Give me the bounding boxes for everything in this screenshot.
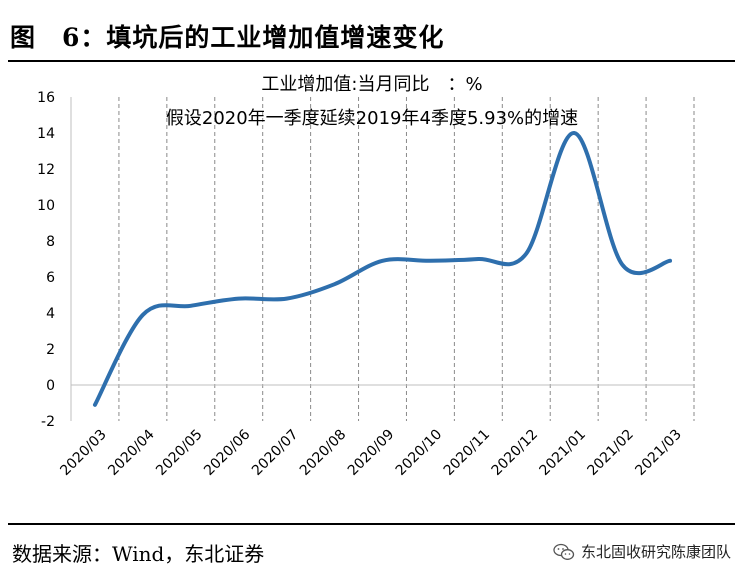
figure-title: 图 6：填坑后的工业增加值增速变化	[10, 23, 445, 52]
wechat-icon	[553, 543, 575, 560]
y-tick-label: 10	[37, 198, 55, 214]
x-tick-label: 2020/10	[393, 427, 445, 479]
y-tick-label: 14	[37, 126, 55, 142]
y-tick-label: 0	[46, 378, 55, 394]
x-tick-label: 2021/03	[632, 427, 684, 479]
y-tick-label: 12	[37, 162, 55, 178]
y-tick-labels: -2 0 2 4 6 8 10 12 14 16	[37, 90, 55, 430]
y-tick-label: 8	[46, 234, 55, 250]
watermark: 东北固收研究陈康团队	[553, 541, 731, 562]
data-source: 数据来源：Wind，东北证券	[12, 542, 265, 566]
y-tick-label: -2	[41, 414, 55, 430]
x-tick-label: 2020/05	[153, 427, 205, 479]
bottom-rule	[8, 523, 735, 525]
x-tick-label: 2020/07	[249, 427, 301, 479]
x-tick-label: 2020/04	[105, 426, 158, 479]
x-tick-label: 2020/12	[489, 427, 541, 479]
x-tick-label: 2020/09	[345, 427, 397, 479]
chart-annotation-assumption: 假设2020年一季度延续2019年4季度5.93%的增速	[166, 108, 578, 129]
y-tick-label: 6	[46, 270, 55, 286]
x-tick-label: 2020/06	[201, 426, 254, 479]
x-tick-labels: 2020/032020/042020/052020/062020/072020/…	[57, 426, 685, 479]
watermark-text: 东北固收研究陈康团队	[580, 543, 731, 561]
grid-lines	[118, 97, 695, 421]
axes	[70, 97, 694, 421]
chart-annotation-unit: 工业增加值:当月同比 ：%	[261, 74, 482, 95]
y-tick-label: 16	[37, 90, 55, 106]
x-tick-label: 2020/08	[297, 427, 349, 479]
x-tick-label: 2021/01	[537, 427, 589, 479]
x-tick-label: 2020/03	[57, 427, 109, 479]
x-tick-label: 2020/11	[441, 427, 493, 479]
y-tick-label: 2	[46, 342, 55, 358]
series-line	[92, 131, 673, 407]
x-tick-label: 2021/02	[584, 427, 636, 479]
y-tick-label: 4	[46, 306, 55, 322]
top-rule	[8, 60, 735, 62]
